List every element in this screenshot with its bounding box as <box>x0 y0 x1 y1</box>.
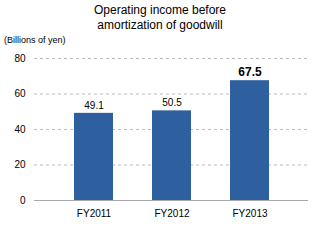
html-text:Operating income before amorti: Operating income before amortization of … <box>94 3 226 32</box>
svg-text:FY2011: FY2011 <box>77 208 112 219</box>
svg-text:0: 0 <box>20 195 26 206</box>
svg-text:49.1: 49.1 <box>84 100 104 111</box>
svg-text:20: 20 <box>14 159 26 170</box>
svg-text:FY2013: FY2013 <box>232 208 267 219</box>
svg-text:80: 80 <box>14 53 26 64</box>
svg-text:50.5: 50.5 <box>162 97 182 108</box>
svg-text:60: 60 <box>14 88 26 99</box>
html-text:(Billions of yen): (Billions of yen) <box>4 35 66 45</box>
svg-text:67.5: 67.5 <box>238 65 262 79</box>
svg-text:40: 40 <box>14 124 26 135</box>
svg-text:FY2012: FY2012 <box>154 208 189 219</box>
